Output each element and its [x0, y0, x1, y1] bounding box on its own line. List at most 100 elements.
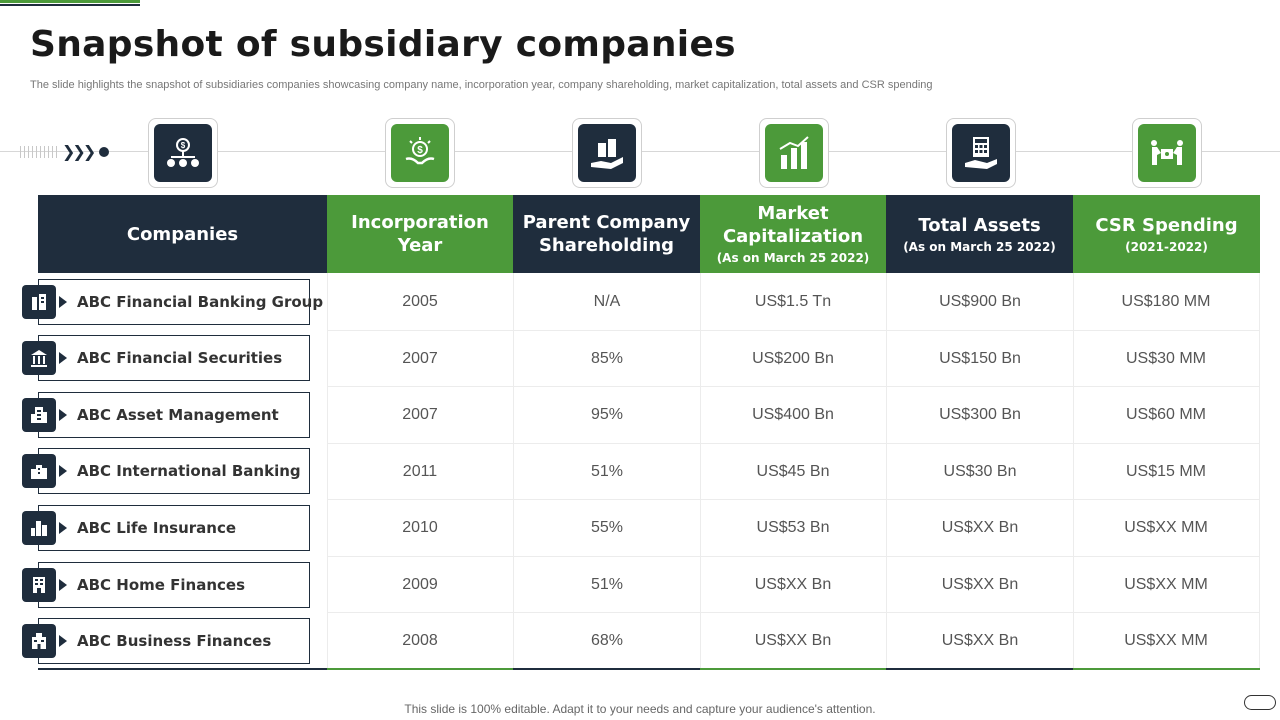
hand-buildings-icon-box [572, 118, 642, 188]
table-cell-market-cap: US$45 Bn [756, 463, 830, 480]
arrow-right-icon [59, 579, 67, 591]
table-bottom-line [1073, 668, 1260, 670]
people-puzzle-icon [1151, 140, 1183, 165]
svg-text:$: $ [417, 145, 423, 156]
business-building-icon [22, 624, 56, 658]
company-row-label: ABC International Banking [38, 448, 310, 494]
row-divider [327, 330, 1260, 331]
table-cell-year: 2007 [402, 406, 438, 423]
arrow-right-icon [59, 352, 67, 364]
city-buildings-icon [22, 454, 56, 488]
table-cell-market-cap: US$400 Bn [752, 406, 834, 423]
table-cell-year: 2011 [402, 463, 438, 480]
hand-calculator-icon-box [946, 118, 1016, 188]
table-cell-shareholding: 55% [590, 519, 624, 536]
people-puzzle-icon-box [1132, 118, 1202, 188]
arrow-right-icon [59, 465, 67, 477]
column-header-shareholding: Parent Company Shareholding [513, 195, 700, 273]
table-bottom-line [513, 668, 700, 670]
hands-money-icon: $ [405, 137, 435, 165]
table-cell-market-cap: US$200 Bn [752, 350, 834, 367]
table-bottom-line [38, 668, 327, 670]
top-accent-bar [0, 0, 140, 6]
table-cell-csr: US$XX MM [1124, 519, 1208, 536]
hands-money-icon-box: $ [385, 118, 455, 188]
row-divider [327, 499, 1260, 500]
page-title: Snapshot of subsidiary companies [30, 24, 736, 65]
table-cell-total-assets: US$150 Bn [939, 350, 1021, 367]
table-cell-shareholding: N/A [593, 293, 621, 310]
company-row-label: ABC Business Finances [38, 618, 310, 664]
bar-chart-icon-box [759, 118, 829, 188]
column-header-incorporation-year: Incorporation Year [327, 195, 513, 273]
chevrons-icon: ❯❯❯ [62, 144, 96, 161]
table-cell-shareholding: 68% [590, 632, 624, 649]
company-row-label: ABC Financial Securities [38, 335, 310, 381]
table-cell-year: 2010 [402, 519, 438, 536]
footer-note: This slide is 100% editable. Adapt it to… [404, 702, 876, 716]
company-row-label: ABC Financial Banking Group [38, 279, 323, 325]
table-cell-total-assets: US$30 Bn [943, 463, 1017, 480]
table-cell-csr: US$15 MM [1125, 463, 1207, 480]
table-cell-shareholding: 85% [590, 350, 624, 367]
table-cell-market-cap: US$53 Bn [756, 519, 830, 536]
column-divider [327, 273, 328, 669]
tower-building-icon [22, 398, 56, 432]
hierarchy-balance-icon-box: $ [148, 118, 218, 188]
page-subtitle: The slide highlights the snapshot of sub… [30, 79, 933, 91]
table-cell-year: 2009 [402, 576, 438, 593]
column-header-market-cap: Market Capitalization (As on March 25 20… [700, 195, 886, 273]
company-row-label: ABC Home Finances [38, 562, 310, 608]
table-cell-csr: US$XX MM [1124, 632, 1208, 649]
table-cell-market-cap: US$1.5 Tn [754, 293, 832, 310]
hierarchy-balance-icon: $ [167, 138, 199, 167]
column-header-csr-spending: CSR Spending (2021-2022) [1073, 195, 1260, 273]
hand-calculator-icon [965, 137, 997, 169]
table-cell-shareholding: 51% [590, 576, 624, 593]
row-divider [327, 556, 1260, 557]
table-cell-total-assets: US$XX Bn [941, 519, 1019, 536]
svg-text:$: $ [181, 141, 186, 150]
table-cell-market-cap: US$XX Bn [754, 632, 832, 649]
arrow-right-icon [59, 635, 67, 647]
column-divider [886, 273, 887, 669]
table-cell-total-assets: US$XX Bn [941, 632, 1019, 649]
apartment-building-icon [22, 568, 56, 602]
table-cell-market-cap: US$XX Bn [754, 576, 832, 593]
table-cell-total-assets: US$300 Bn [939, 406, 1021, 423]
table-bottom-line [327, 668, 513, 670]
column-divider [1259, 273, 1260, 669]
company-row-label: ABC Asset Management [38, 392, 310, 438]
column-divider [1073, 273, 1074, 669]
table-cell-year: 2007 [402, 350, 438, 367]
arrow-right-icon [59, 409, 67, 421]
column-divider [513, 273, 514, 669]
column-header-companies: Companies [38, 195, 327, 273]
company-row-label: ABC Life Insurance [38, 505, 310, 551]
table-cell-csr: US$30 MM [1125, 350, 1207, 367]
row-divider [327, 443, 1260, 444]
column-divider [700, 273, 701, 669]
table-bottom-line [886, 668, 1073, 670]
table-cell-shareholding: 51% [590, 463, 624, 480]
office-buildings-icon [22, 285, 56, 319]
bank-building-icon [22, 341, 56, 375]
pill-shape [1244, 695, 1276, 710]
table-cell-shareholding: 95% [590, 406, 624, 423]
table-cell-csr: US$XX MM [1124, 576, 1208, 593]
table-cell-csr: US$60 MM [1125, 406, 1207, 423]
table-bottom-line [700, 668, 886, 670]
timeline-ticks [20, 146, 58, 158]
hand-buildings-icon [591, 139, 623, 169]
table-cell-year: 2008 [402, 632, 438, 649]
column-header-total-assets: Total Assets (As on March 25 2022) [886, 195, 1073, 273]
table-cell-total-assets: US$900 Bn [939, 293, 1021, 310]
skyline-icon [22, 511, 56, 545]
row-divider [327, 612, 1260, 613]
bar-chart-icon [779, 136, 809, 169]
arrow-right-icon [59, 522, 67, 534]
table-cell-year: 2005 [402, 293, 438, 310]
arrow-right-icon [59, 296, 67, 308]
timeline-dot [99, 147, 109, 157]
row-divider [327, 386, 1260, 387]
